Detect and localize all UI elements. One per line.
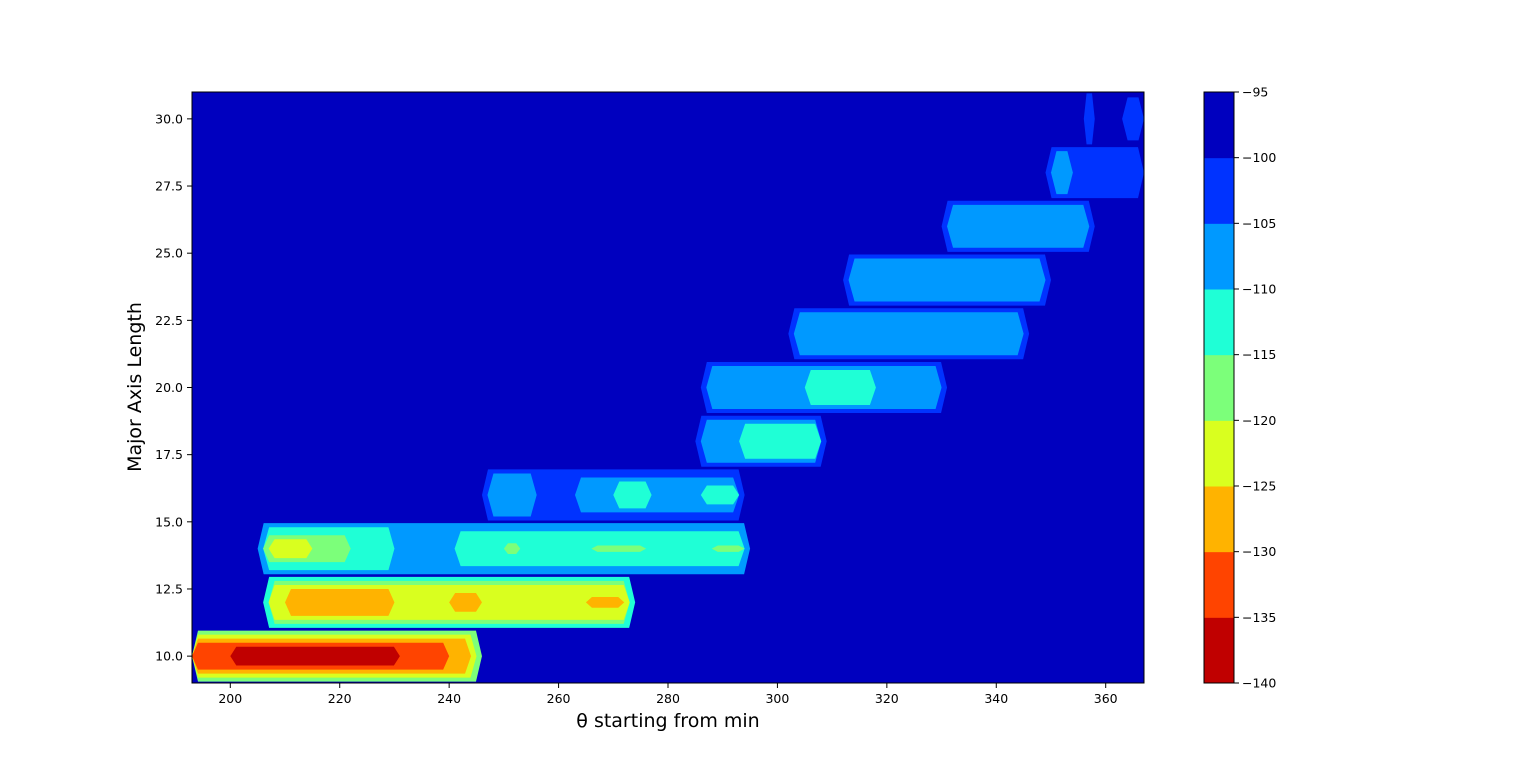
contour-region: [487, 473, 537, 517]
contour-region: [700, 485, 740, 505]
colorbar-segment: [1204, 551, 1234, 618]
y-tick-label: 17.5: [155, 447, 183, 462]
colorbar-tick-label: −135: [1242, 610, 1276, 625]
contour-region: [804, 370, 876, 405]
colorbar-tick-label: −120: [1242, 413, 1276, 428]
contour-region: [1122, 97, 1144, 141]
contour-region: [503, 543, 521, 555]
contour-region: [285, 588, 395, 616]
colorbar-segment: [1204, 617, 1234, 684]
colorbar-segment: [1204, 157, 1234, 224]
y-tick-label: 25.0: [155, 246, 183, 261]
contour-region: [613, 481, 652, 509]
contour-region: [1045, 147, 1144, 199]
x-tick-label: 360: [1094, 691, 1118, 706]
x-tick-label: 240: [437, 691, 461, 706]
colorbar-tick-label: −130: [1242, 544, 1276, 559]
colorbar-tick-label: −115: [1242, 347, 1276, 362]
colorbar-tick-label: −125: [1242, 479, 1276, 494]
x-tick-label: 300: [765, 691, 789, 706]
y-tick-label: 10.0: [155, 649, 183, 664]
contour-region: [574, 477, 740, 513]
colorbar-segment: [1204, 354, 1234, 421]
colorbar-segment: [1204, 486, 1234, 553]
contour-region: [1050, 151, 1073, 195]
contour-region: [585, 597, 625, 608]
colorbar-tick-label: −95: [1242, 85, 1268, 100]
x-tick-label: 340: [984, 691, 1008, 706]
y-tick-label: 22.5: [155, 313, 183, 328]
y-tick-label: 30.0: [155, 111, 183, 126]
contour-region: [739, 423, 822, 459]
contour-region: [268, 539, 313, 559]
x-tick-label: 280: [656, 691, 680, 706]
x-tick-label: 200: [218, 691, 242, 706]
y-tick-label: 27.5: [155, 179, 183, 194]
x-axis-title: θ starting from min: [576, 710, 759, 732]
y-tick-label: 20.0: [155, 380, 183, 395]
contour-region: [449, 593, 482, 612]
contour-region: [711, 545, 745, 552]
colorbar-segment: [1204, 223, 1234, 290]
colorbar-tick-label: −110: [1242, 282, 1276, 297]
x-tick-label: 320: [875, 691, 899, 706]
colorbar-tick-label: −140: [1242, 676, 1276, 691]
colorbar-segment: [1204, 420, 1234, 487]
y-tick-label: 15.0: [155, 514, 183, 529]
y-tick-label: 12.5: [155, 581, 183, 596]
colorbar-tick-label: −105: [1242, 216, 1276, 231]
contour-region: [591, 545, 647, 552]
colorbar-frame: [1203, 91, 1235, 684]
plot-area: [191, 91, 1145, 684]
contour-region: [274, 650, 395, 662]
x-tick-label: 220: [328, 691, 352, 706]
colorbar-segment: [1204, 289, 1234, 356]
colorbar-segment: [1204, 92, 1234, 159]
contour-region: [848, 258, 1046, 302]
contour-region: [947, 204, 1090, 248]
colorbar: −140 −135 −130 −125 −120 −115 −110 −105 −100 −95: [1203, 85, 1276, 691]
colorbar-tick-label: −100: [1242, 150, 1276, 165]
contour-region: [793, 312, 1024, 356]
axes: 200 220 240 260 280 300 320 340 360 10.0 12.5 15.0 1…: [155, 111, 1118, 706]
contour-region: [1083, 93, 1095, 145]
y-axis-title: Major Axis Length: [124, 302, 146, 472]
x-tick-label: 260: [547, 691, 571, 706]
